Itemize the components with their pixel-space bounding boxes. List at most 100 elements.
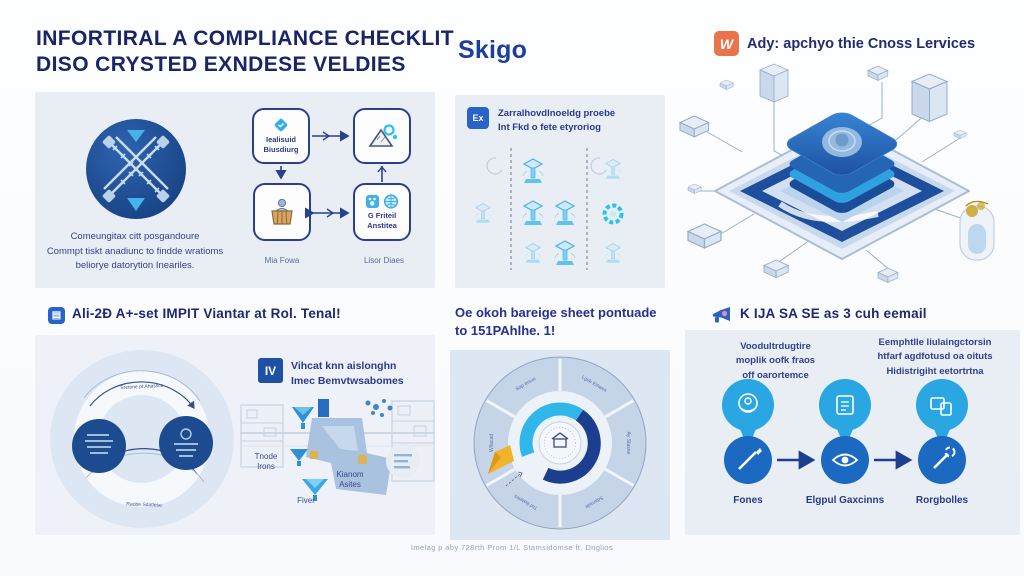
yellow-arrow-pointer [488,445,514,474]
pin-icon-1 [722,379,774,448]
central-cube [786,112,898,213]
mountain-icon [368,124,398,147]
cyan-arc [519,402,584,457]
fountain-icon-faint [524,243,542,264]
capsule-device [959,200,995,261]
map-label-1-line2: Irons [257,462,275,472]
map-label-3-line1: Kianom [336,470,364,479]
flow-box-1: Iealisuid Biusdiurg [252,108,310,164]
br-p1-line2: moplik oofk fraos [735,355,816,367]
funnel-icon-1 [292,407,314,429]
isometric-platform-illustration [679,63,995,283]
step-label-3: Rorgbolles [915,495,969,506]
page-title-line1: INFORTIRAL A COMPLIANCE CHECKLIT [36,27,455,50]
section-middle-heading-line2: to 151PAhlhe. 1! [455,323,556,339]
panel-bottom-right [685,330,1020,535]
flow-box-1-label1: Iealisuid [265,135,296,145]
section-right-heading: K IJA SA SE as 3 cuh eemail [740,306,927,321]
flow-box-3 [253,183,311,241]
network-x-icon [86,119,186,219]
process-steps [722,379,968,484]
pin-icon-3 [916,379,968,448]
step-circle-1 [724,436,772,484]
cycle-top-label: Sretone pf Ahassce [120,383,164,391]
cycle-diagram: Sretone pf Ahassce Raobe Sdatlese [50,350,234,528]
bottom-left-caption: Vihcat knn aislonghn Imec Bemvtwsabomes [291,359,436,388]
chevron-down-icon [127,130,145,142]
step-label-1: Fones [733,495,763,506]
flow-box-4: G Friteil Anstitea [353,183,411,241]
pin-icon-2 [819,379,871,448]
step-circle-2 [821,436,869,484]
map-shape [306,418,392,495]
flow-box-1-label2: Biusdiurg [263,145,299,154]
section-middle-heading-line1: Oe okoh bareige sheet pontuade [455,305,657,320]
building-outline-left [240,404,284,468]
info-blob [386,444,420,478]
page-title-line2: DISO CRYSTED EXNDESE VELDIES [36,53,406,77]
fountain-icon [554,240,576,266]
tree-cluster [365,399,393,417]
tower-block [318,399,329,417]
w-badge-icon: W [714,31,739,56]
panel-middle-icon: Ex [467,107,489,129]
fountain-icon-faint [604,159,622,180]
bottom-right-paragraph-1: Voodultrdugtire moplik oofk fraos off oa… [698,340,853,383]
diamond-icon [274,119,288,132]
map-label-3: Kianom Asites [324,470,376,491]
intro-paragraph-line2: Commpt tiskt anadiunc to findde wratioms [46,245,224,257]
cycle-bottom-label: Raobe Sdatlese [126,501,162,508]
paw-globe-icons [366,194,399,209]
megaphone-icon [713,307,730,323]
bottom-left-caption-line2: Imec Bemvtwsabomes [291,374,404,387]
map-illustration [240,399,435,501]
br-p1-line1: Voodultrdugtire [740,341,811,352]
intro-paragraph-line1: Comeungitax citt posgandoure [70,231,200,242]
fountain-icon [522,158,544,184]
map-label-2: Fiver [297,496,315,505]
page-title: INFORTIRAL A COMPLIANCE CHECKLIT DISO CR… [36,26,454,79]
bottom-left-caption-line1: Vihcat knn aislonghn [291,360,397,372]
panel-middle-heading: Zarralhovdlnoeldg proebe Int Fkd o fete … [498,107,658,136]
fountain-icon-faint [604,243,622,264]
funnel-icon-2 [290,449,318,466]
wheel-center-icon [551,432,569,448]
crate-person-icon [271,198,293,225]
gear-icon [602,203,624,225]
map-label-1: Tnode Irons [243,452,289,473]
br-p2-line3: Hidistrigiht eetortrtna [886,365,984,377]
funnel-icon-3 [302,479,328,501]
panel-top-middle [455,95,665,288]
section-middle-heading: Oe okoh bareige sheet pontuade to 151PAh… [455,304,695,340]
flow-caption-left: Mia Fowa [264,256,300,265]
wheel-diagram: Lgidr Ethaes Ay Stasne Sdanade Tisf Bate… [473,356,647,530]
header-right-label: Ady: apchyo thie Cnoss Lervices [747,36,976,52]
flow-box-4-label2: Anstitea [367,220,397,230]
br-p1-line3: off oarortemce [742,369,809,381]
chevron-down-icon [127,198,145,211]
icon-matrix [474,148,624,270]
flow-box-4-label1: G Friteil [367,210,397,220]
br-p2-line1: Eemphtlle liulaingctorsin [878,337,992,348]
step-label-2: Elgpul Gaxcinns [805,495,885,506]
map-label-1-line1: Tnode [254,452,278,461]
flow-box-2 [353,108,411,164]
map-label-3-line2: Asites [339,480,361,490]
intro-paragraph: Comeungitax citt posgandoure Commpt tisk… [40,230,230,274]
section-left-heading: Ali-2Ð A+-set IMPIT Viantar at Rol. Tena… [72,306,341,321]
cycle-node-left [72,419,126,473]
panel-middle-heading-line1: Zarralhovdlnoeldg proebe [498,108,616,119]
intro-paragraph-line3: beliorye datorytion Ineariles. [75,260,195,272]
fountain-icon [522,200,544,226]
footer-credit: Imelag p aby 728rth Prom 1/L Stamsidomse… [410,543,614,552]
wheel-dividers [485,359,635,527]
navy-arc [542,409,601,484]
flow-arrows [275,130,387,219]
checklist-icon: ▤ [48,307,65,324]
fountain-icon [554,200,576,226]
cycle-node-right [159,416,213,470]
panel-middle-heading-line2: Int Fkd o fete etyroriog [498,122,601,134]
svg-text:Wifacad: Wifacad [489,434,495,452]
br-p2-line2: htfarf agdfotusd oa oituts [877,351,993,363]
